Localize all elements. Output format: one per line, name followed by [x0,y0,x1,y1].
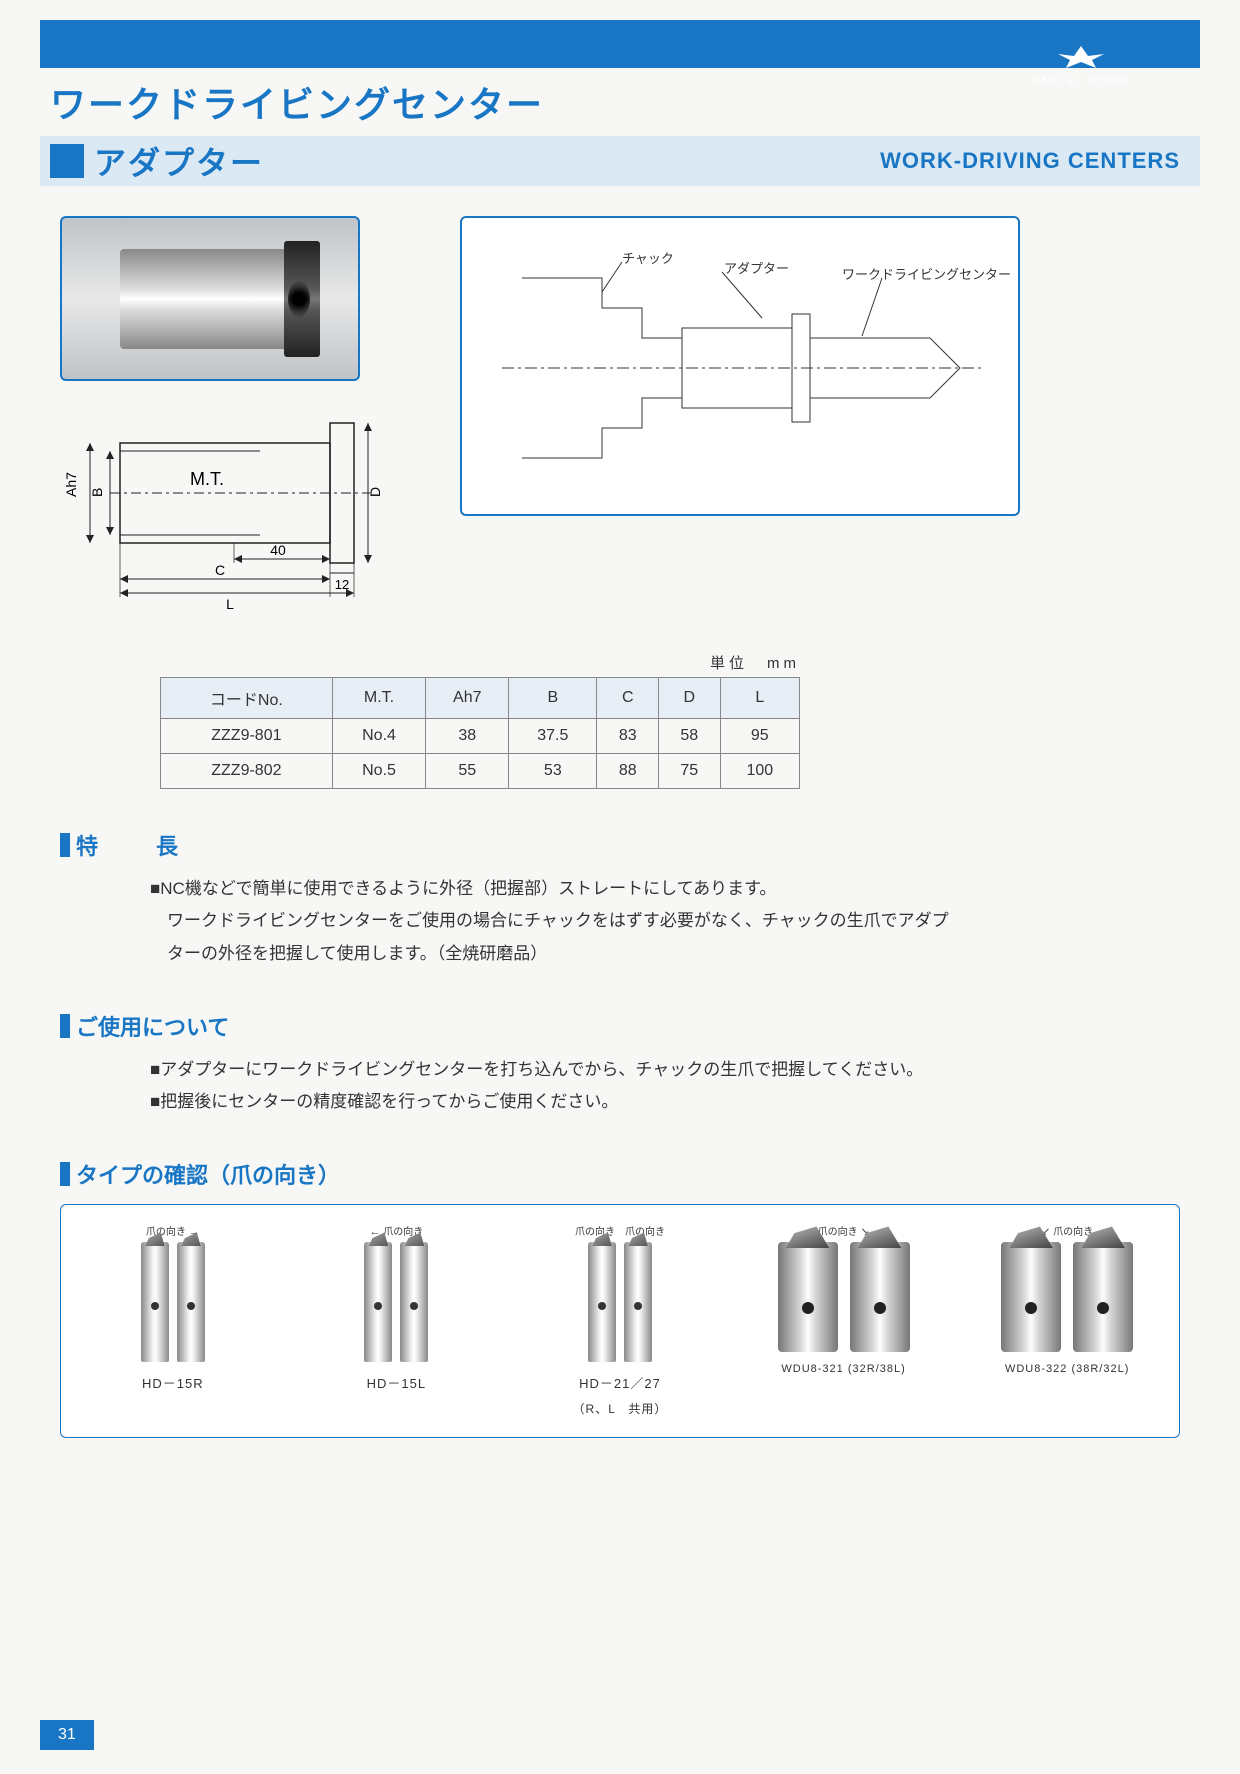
dim-l: L [226,596,234,612]
table-row: ZZZ9-802 No.5 55 53 88 75 100 [161,754,800,789]
label-wdc: ワークドライビングセンター [842,264,1011,283]
claw-icon [400,1242,428,1362]
subtitle-square-icon [50,144,84,178]
col-d: D [659,678,721,719]
assembly-diagram: チャック アダプター ワークドライビングセンター [460,216,1020,516]
dim-b: B [89,488,105,497]
type-box: 爪の向き → HD－15R ← 爪の向き HD－15L 爪の向き 爪の向き HD… [60,1204,1180,1438]
usage-line: ■アダプターにワークドライビングセンターを打ち込んでから、チャックの生爪で把握し… [150,1054,1180,1086]
type-item: 爪の向き ↘ WDU8-321 (32R/38L) [752,1223,936,1417]
claw-icon [364,1242,392,1362]
dim-12: 12 [335,577,349,592]
dim-mt: M.T. [190,469,224,489]
label-adapter: アダプター [724,258,789,277]
features-line: ワークドライビングセンターをご使用の場合にチャックをはずす必要がなく、チャックの… [150,905,1180,937]
usage-line: ■把握後にセンターの精度確認を行ってからご使用ください。 [150,1086,1180,1118]
claw-icon [850,1242,910,1352]
type-item: 爪の向き 爪の向き HD－21／27 （R、L 共用） [528,1223,712,1417]
claw-icon [141,1242,169,1362]
heading-bar-icon [60,1162,70,1186]
claw-icon [624,1242,652,1362]
eagle-stars-logo: EAGLE STARS [1032,44,1130,87]
usage-body: ■アダプターにワークドライビングセンターを打ち込んでから、チャックの生爪で把握し… [150,1054,1180,1119]
col-l: L [720,678,799,719]
dim-ah7: Ah7 [63,472,79,497]
dim-c: C [215,562,225,578]
section-usage-heading: ご使用について [60,1010,1180,1042]
col-ah7: Ah7 [426,678,509,719]
features-title: 特 長 [76,829,196,861]
type-item: 爪の向き → HD－15R [81,1223,265,1417]
type-item: ← 爪の向き HD－15L [305,1223,489,1417]
type-title: タイプの確認（爪の向き） [76,1158,340,1190]
claw-icon [778,1242,838,1352]
page-number: 31 [40,1720,94,1750]
heading-bar-icon [60,1014,70,1038]
spec-table: コードNo. M.T. Ah7 B C D L ZZZ9-801 No.4 38… [160,677,800,789]
col-mt: M.T. [332,678,426,719]
heading-bar-icon [60,833,70,857]
type-model: HD－15R [81,1373,265,1392]
col-b: B [509,678,597,719]
type-sub: （R、L 共用） [528,1400,712,1417]
subtitle-en: WORK-DRIVING CENTERS [880,148,1180,174]
product-photo [60,216,360,381]
label-chuck: チャック [622,248,674,267]
section-features-heading: 特 長 [60,829,1180,861]
claw-icon [588,1242,616,1362]
logo-text: EAGLE STARS [1032,76,1130,87]
claw-icon [1001,1242,1061,1352]
features-body: ■NC機などで簡単に使用できるように外径（把握部）ストレートにしてあります。 ワ… [150,873,1180,970]
features-line: ■NC機などで簡単に使用できるように外径（把握部）ストレートにしてあります。 [150,873,1180,905]
dim-d: D [367,487,383,497]
type-item: ↙ 爪の向き WDU8-322 (38R/32L) [975,1223,1159,1417]
features-line: ターの外径を把握して使用します。（全焼研磨品） [150,938,1180,970]
type-model: HD－15L [305,1373,489,1392]
claw-icon [1073,1242,1133,1352]
table-row: ZZZ9-801 No.4 38 37.5 83 58 95 [161,719,800,754]
col-code: コードNo. [161,678,333,719]
section-type-heading: タイプの確認（爪の向き） [60,1158,1180,1190]
usage-title: ご使用について [76,1010,229,1042]
type-model: WDU8-321 (32R/38L) [752,1363,936,1375]
dim-40: 40 [270,542,286,558]
dimension-drawing: M.T. Ah7 B D L C [60,393,400,623]
subtitle-band: アダプター WORK-DRIVING CENTERS [40,136,1200,186]
claw-icon [177,1242,205,1362]
type-model: HD－21／27 [528,1373,712,1392]
header-band: EAGLE STARS [40,20,1200,68]
type-model: WDU8-322 (38R/32L) [975,1363,1159,1375]
spec-table-wrap: 単位 mm コードNo. M.T. Ah7 B C D L ZZZ9-801 N… [160,652,800,789]
table-header-row: コードNo. M.T. Ah7 B C D L [161,678,800,719]
subtitle-jp: アダプター [94,138,264,184]
col-c: C [597,678,659,719]
unit-label: 単位 mm [160,652,800,673]
